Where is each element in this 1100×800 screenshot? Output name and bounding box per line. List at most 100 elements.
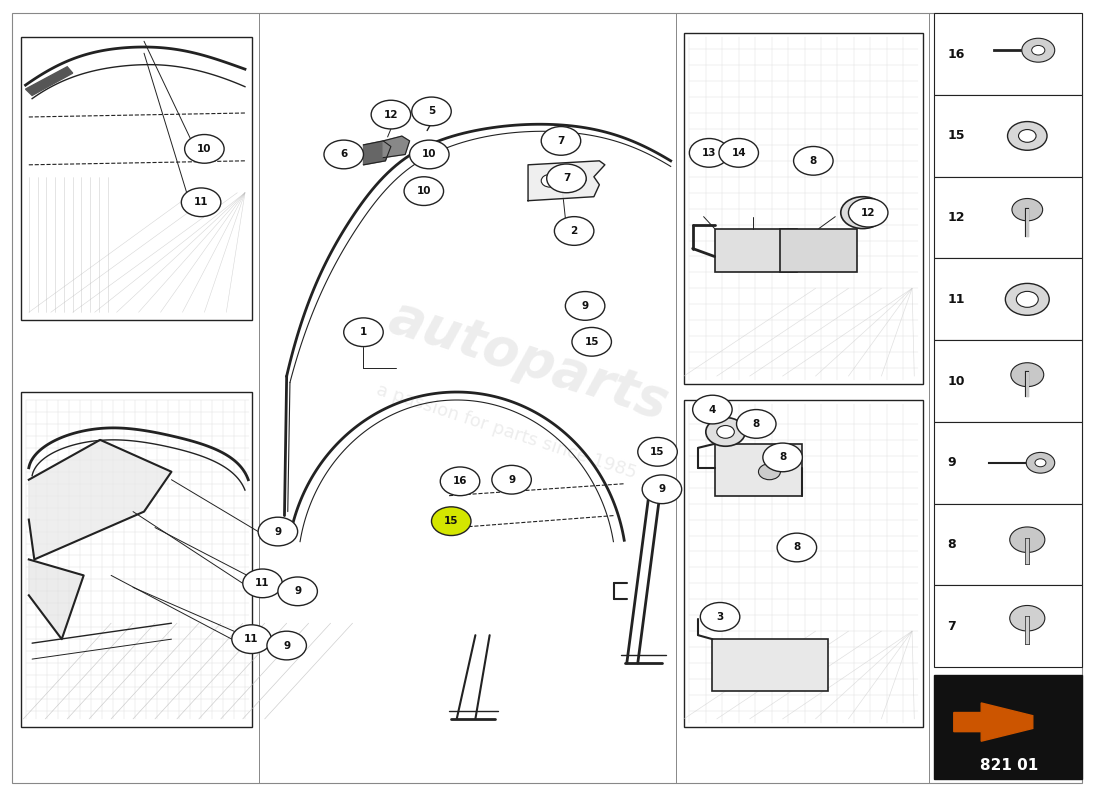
Circle shape: [717, 426, 735, 438]
Circle shape: [638, 438, 678, 466]
Circle shape: [759, 464, 780, 480]
Polygon shape: [29, 559, 84, 639]
Text: 821 01: 821 01: [979, 758, 1037, 773]
Bar: [934, 14, 1082, 95]
Circle shape: [541, 174, 559, 187]
Circle shape: [409, 140, 449, 169]
Text: 8: 8: [947, 538, 956, 551]
Text: 9: 9: [947, 456, 956, 470]
Polygon shape: [25, 66, 73, 95]
Circle shape: [793, 146, 833, 175]
Circle shape: [1032, 46, 1045, 55]
Bar: [934, 340, 1082, 422]
Circle shape: [440, 467, 480, 496]
Bar: [780, 229, 857, 273]
Polygon shape: [29, 440, 172, 559]
Circle shape: [258, 517, 298, 546]
Circle shape: [706, 418, 746, 446]
Circle shape: [1035, 458, 1046, 466]
Text: 2: 2: [571, 226, 578, 236]
Circle shape: [1010, 606, 1045, 631]
Text: 16: 16: [453, 476, 468, 486]
Text: 15: 15: [650, 447, 664, 457]
Text: 11: 11: [194, 198, 208, 207]
Circle shape: [267, 631, 307, 660]
Circle shape: [701, 602, 740, 631]
Circle shape: [182, 188, 221, 217]
Bar: [934, 422, 1082, 504]
Circle shape: [1026, 453, 1055, 473]
Bar: [934, 258, 1082, 340]
Text: 11: 11: [244, 634, 258, 644]
Circle shape: [840, 197, 884, 229]
Text: 5: 5: [428, 106, 436, 117]
Text: 1: 1: [360, 327, 367, 338]
Text: 8: 8: [810, 156, 817, 166]
Circle shape: [185, 134, 224, 163]
Text: 11: 11: [255, 578, 270, 588]
Text: 10: 10: [197, 144, 211, 154]
Polygon shape: [363, 141, 390, 165]
Text: 9: 9: [582, 301, 588, 311]
Circle shape: [431, 507, 471, 535]
Circle shape: [690, 138, 729, 167]
Circle shape: [719, 138, 759, 167]
Circle shape: [492, 466, 531, 494]
Text: a passion for parts since 1985: a passion for parts since 1985: [374, 382, 638, 482]
Text: 12: 12: [947, 211, 965, 224]
Text: 9: 9: [659, 484, 666, 494]
Bar: [21, 392, 252, 727]
Circle shape: [1012, 198, 1043, 221]
Bar: [934, 675, 1082, 778]
Text: 6: 6: [340, 150, 348, 159]
Circle shape: [426, 109, 443, 122]
Circle shape: [569, 173, 586, 186]
Polygon shape: [383, 136, 409, 158]
Bar: [934, 177, 1082, 258]
Circle shape: [572, 327, 612, 356]
Circle shape: [1010, 527, 1045, 553]
Text: 8: 8: [779, 452, 786, 462]
Circle shape: [243, 569, 283, 598]
Text: 7: 7: [947, 620, 956, 633]
Bar: [715, 229, 796, 273]
Text: 15: 15: [584, 337, 598, 347]
Text: 10: 10: [417, 186, 431, 196]
Bar: [684, 400, 923, 727]
Circle shape: [1022, 38, 1055, 62]
Circle shape: [371, 100, 410, 129]
Circle shape: [565, 291, 605, 320]
Text: 9: 9: [294, 586, 301, 596]
Text: 9: 9: [283, 641, 290, 650]
Text: 8: 8: [752, 419, 760, 429]
Circle shape: [324, 140, 363, 169]
Circle shape: [547, 164, 586, 193]
Text: 7: 7: [558, 136, 564, 146]
Circle shape: [642, 475, 682, 504]
Circle shape: [541, 126, 581, 155]
Text: 16: 16: [947, 48, 965, 61]
Circle shape: [411, 97, 451, 126]
Text: autoparts: autoparts: [382, 290, 674, 430]
Text: 10: 10: [947, 374, 965, 387]
Text: 12: 12: [861, 208, 876, 218]
Circle shape: [854, 206, 871, 219]
Text: 8: 8: [793, 542, 801, 553]
Circle shape: [404, 177, 443, 206]
Circle shape: [232, 625, 272, 654]
Text: 15: 15: [444, 516, 459, 526]
Circle shape: [1008, 122, 1047, 150]
Circle shape: [763, 443, 802, 472]
Bar: [21, 38, 252, 320]
Polygon shape: [954, 703, 1033, 742]
Circle shape: [1005, 283, 1049, 315]
Text: 11: 11: [947, 293, 965, 306]
Circle shape: [737, 410, 775, 438]
Text: 10: 10: [422, 150, 437, 159]
Bar: [934, 586, 1082, 667]
Circle shape: [848, 198, 888, 227]
Bar: [684, 34, 923, 384]
Text: 4: 4: [708, 405, 716, 414]
Circle shape: [1019, 130, 1036, 142]
Text: 15: 15: [947, 130, 965, 142]
